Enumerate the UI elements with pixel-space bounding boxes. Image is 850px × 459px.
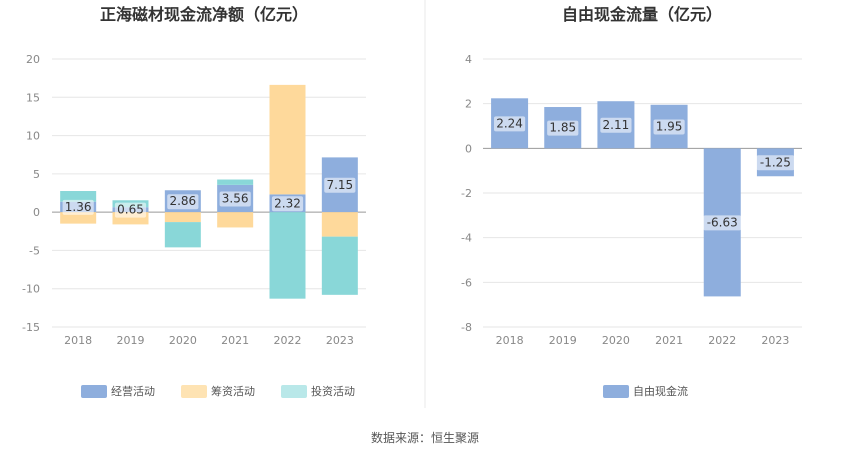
chart1-y-tick-label: -10 — [22, 283, 40, 296]
chart1-data-label: 0.65 — [117, 203, 144, 217]
chart2-data-label: 1.95 — [656, 120, 683, 134]
chart1-y-tick-label: 15 — [26, 91, 40, 104]
chart2-data-label-bg — [703, 215, 742, 231]
chart1-x-tick-label: 2021 — [221, 334, 249, 347]
chart1-data-label: 2.86 — [169, 194, 196, 208]
chart1-bar-2 — [164, 212, 201, 223]
chart1-legend-label-3: 投资活动 — [311, 384, 355, 398]
chart2-data-label-bg — [756, 155, 795, 171]
chart1-bar-2 — [60, 212, 97, 224]
chart1-data-label: 7.15 — [326, 178, 353, 192]
chart1-y-tick-label: 20 — [26, 53, 40, 66]
chart2-x-tick-label: 2020 — [602, 334, 630, 347]
chart2-legend-swatch-1 — [603, 385, 629, 398]
chart2-x-tick-label: 2022 — [708, 334, 736, 347]
chart1-x-tick-label: 2023 — [326, 334, 354, 347]
chart1-x-tick-label: 2019 — [117, 334, 145, 347]
chart1-bar-3 — [60, 191, 97, 202]
chart2-y-tick-label: 4 — [465, 53, 472, 66]
chart1-y-tick-label: -5 — [29, 244, 40, 257]
chart2-x-tick-label: 2019 — [549, 334, 577, 347]
chart1-data-label-bg — [219, 191, 251, 207]
chart1-data-label-bg — [167, 194, 199, 210]
chart1-legend-swatch-2 — [181, 385, 207, 398]
chart1-title: 正海磁材现金流净额（亿元） — [100, 5, 308, 24]
chart2-data-label: 2.24 — [496, 116, 523, 130]
chart2-y-tick-label: -2 — [461, 187, 472, 200]
chart1-bar-2 — [321, 212, 358, 237]
chart2-legend-label-1: 自由现金流 — [633, 384, 688, 398]
chart1-x-tick-label: 2022 — [274, 334, 302, 347]
chart2-y-tick-label: 0 — [465, 142, 472, 155]
chart2-title: 自由现金流量（亿元） — [562, 5, 722, 24]
chart1-bar-3 — [269, 212, 306, 299]
chart1-data-label: 1.36 — [65, 200, 92, 214]
chart2-y-tick-label: 2 — [465, 98, 472, 111]
chart2-x-tick-label: 2021 — [655, 334, 683, 347]
chart2-data-label: 1.85 — [549, 121, 576, 135]
chart1-y-tick-label: 10 — [26, 130, 40, 143]
chart2-y-tick-label: -4 — [461, 232, 472, 245]
chart1-legend-label-1: 经营活动 — [111, 384, 155, 398]
chart1-y-tick-label: 5 — [33, 168, 40, 181]
chart2-data-label-bg — [653, 119, 685, 135]
chart1-x-tick-label: 2018 — [64, 334, 92, 347]
source-note: 数据来源：恒生聚源 — [370, 431, 479, 445]
chart1-data-label-bg — [271, 196, 304, 212]
chart1-bar-3 — [164, 222, 201, 248]
chart1-y-tick-label: -15 — [22, 321, 40, 334]
chart1-legend-label-2: 筹资活动 — [211, 384, 255, 398]
chart1-data-label-bg — [62, 199, 94, 215]
chart1-data-label: 3.56 — [222, 192, 249, 206]
chart1-legend-swatch-1 — [81, 385, 107, 398]
chart1-bar-2 — [217, 212, 254, 228]
chart1-data-label-bg — [114, 202, 147, 218]
chart1-data-label: 2.32 — [274, 196, 301, 210]
chart1-bar-3 — [217, 179, 254, 185]
chart1-x-tick-label: 2020 — [169, 334, 197, 347]
chart1-y-tick-label: 0 — [33, 206, 40, 219]
chart2-data-label-bg — [547, 120, 579, 136]
chart1-bar-2 — [269, 84, 306, 195]
chart2-data-label: -1.25 — [760, 155, 791, 169]
chart2-data-label: 2.11 — [603, 118, 630, 132]
chart2-data-label-bg — [493, 116, 526, 132]
chart2-data-label: -6.63 — [707, 215, 738, 229]
chart1-data-label-bg — [324, 177, 356, 193]
chart2-y-tick-label: -6 — [461, 276, 472, 289]
chart2-x-tick-label: 2023 — [761, 334, 789, 347]
chart2-y-tick-label: -8 — [461, 321, 472, 334]
chart2-x-tick-label: 2018 — [496, 334, 524, 347]
chart1-bar-3 — [321, 236, 358, 295]
chart1-legend-swatch-3 — [281, 385, 307, 398]
chart2-data-label-bg — [600, 117, 632, 133]
